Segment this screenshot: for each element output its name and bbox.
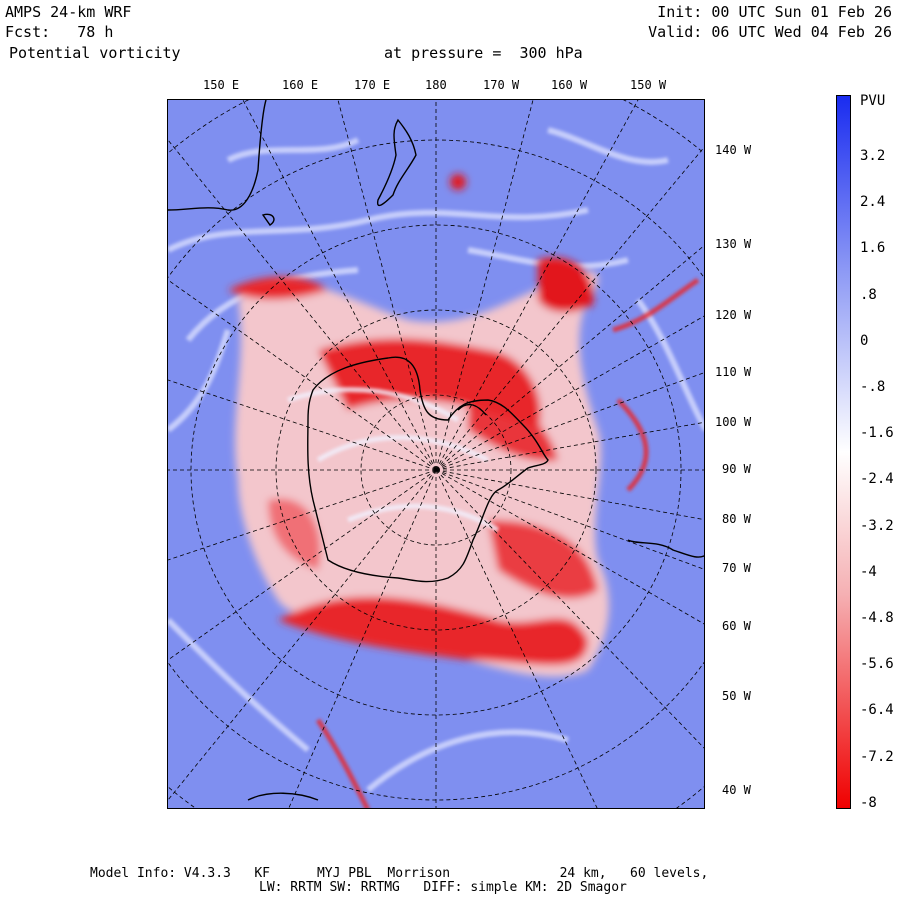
lon-label: 170 W: [483, 78, 520, 92]
new-zealand-coast: [376, 118, 417, 207]
lon-label: 140 W: [715, 143, 752, 157]
lon-label: 150 W: [630, 78, 667, 92]
map-canvas: [168, 100, 704, 808]
colorbar-tick-label: -3.2: [860, 517, 894, 534]
field-name: Potential vorticity: [9, 44, 181, 62]
pressure-level: at pressure = 300 hPa: [384, 44, 583, 62]
colorbar-tick-label: -2.4: [860, 471, 894, 488]
colorbar-tick-label: -7.2: [860, 748, 894, 765]
colorbar-tick-label: -4: [860, 563, 877, 580]
antarctica-coast: [307, 356, 549, 583]
lon-label: 70 W: [722, 561, 751, 575]
colorbar-unit: PVU: [860, 93, 886, 109]
valid-time: Valid: 06 UTC Wed 04 Feb 26: [648, 23, 892, 41]
model-info: Model Info: V4.3.3 KF MYJ PBL Morrison 2…: [90, 866, 709, 881]
negative-pv-filaments: [315, 277, 700, 808]
pv-map[interactable]: [167, 99, 705, 809]
colorbar-tick-label: -.8: [860, 379, 886, 395]
lon-label: 160 W: [551, 78, 588, 92]
lon-label: 160 E: [282, 78, 319, 92]
colorbar-tick-label: -5.6: [860, 656, 894, 673]
init-time: Init: 00 UTC Sun 01 Feb 26: [657, 3, 892, 21]
forecast-hour: Fcst: 78 h: [5, 23, 114, 41]
lon-label: 60 W: [722, 619, 751, 633]
colorbar-tick-label: -1.6: [860, 425, 894, 442]
colorbar-tick-label: -8: [860, 794, 877, 811]
physics-info: LW: RRTM SW: RRTMG DIFF: simple KM: 2D S…: [259, 880, 627, 895]
model-title: AMPS 24-km WRF: [5, 3, 132, 21]
coastlines: [168, 100, 704, 801]
colorbar-tick-label: -6.4: [860, 702, 894, 719]
lon-label: 40 W: [722, 783, 751, 797]
lon-label: 180: [425, 78, 447, 92]
colorbar-tick-label: 1.6: [860, 240, 886, 257]
lon-label: 170 E: [354, 78, 391, 92]
lon-label: 100 W: [715, 415, 752, 429]
colorbar-tick-label: 2.4: [860, 194, 886, 211]
lon-label: 120 W: [715, 308, 752, 322]
meridians: [168, 100, 704, 808]
colorbar-tick-label: .8: [860, 286, 877, 303]
colorbar-tick-label: 3.2: [860, 148, 886, 164]
colorbar-tick-label: 0: [860, 332, 869, 349]
lon-label: 130 W: [715, 237, 752, 251]
tasmania-coast: [261, 213, 275, 226]
negative-pv-region: [228, 174, 609, 677]
colorbar: [836, 95, 851, 809]
lon-label: 80 W: [722, 512, 751, 526]
lon-label: 50 W: [722, 689, 751, 703]
antarctic-peninsula: [457, 403, 487, 416]
lon-label: 150 E: [203, 78, 240, 92]
lon-label: 110 W: [715, 365, 752, 379]
south-america-coast: [627, 539, 704, 558]
australia-coast: [168, 100, 267, 211]
africa-coast: [247, 792, 319, 801]
lon-label: 90 W: [722, 462, 751, 476]
colorbar-tick-label: -4.8: [860, 610, 894, 626]
